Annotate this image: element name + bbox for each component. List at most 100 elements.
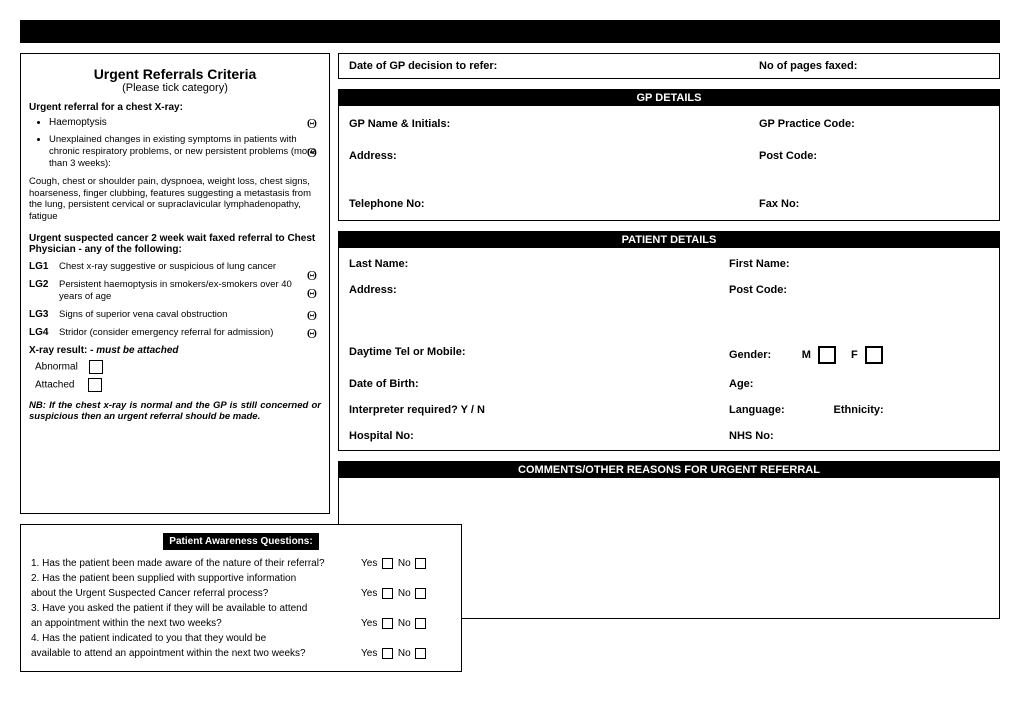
aw-question-line2: available to attend an appointment withi…	[31, 646, 361, 661]
xray-bullets: Haemoptysis Θ Unexplained changes in exi…	[29, 117, 321, 170]
bullet-unexplained: Unexplained changes in existing symptoms…	[49, 134, 321, 170]
attached-checkbox[interactable]	[88, 378, 102, 392]
gender-section: Gender: M F	[729, 346, 989, 364]
no-checkbox[interactable]	[415, 558, 426, 569]
awareness-box: Patient Awareness Questions: 1. Has the …	[20, 524, 462, 672]
patient-details-box: PATIENT DETAILS Last Name: First Name: A…	[338, 231, 1000, 451]
yes-checkbox[interactable]	[382, 648, 393, 659]
xray-heading: Urgent referral for a chest X-ray:	[29, 102, 321, 113]
aw-q4: 4. Has the patient indicated to you that…	[31, 631, 451, 661]
xray-result-section: X-ray result: - must be attached Abnorma…	[29, 345, 321, 392]
gp-row-3: Telephone No: Fax No:	[349, 192, 989, 214]
patient-address-label: Address:	[349, 284, 729, 296]
abnormal-checkbox[interactable]	[89, 360, 103, 374]
aw-q3-line2: an appointment within the next two weeks…	[31, 616, 451, 631]
gender-f-checkbox[interactable]	[865, 346, 883, 364]
yes-checkbox[interactable]	[382, 588, 393, 599]
interpreter-label: Interpreter required? Y / N	[349, 404, 729, 416]
lg-text: Signs of superior vena caval obstruction	[59, 309, 321, 321]
gender-label: Gender:	[729, 349, 771, 361]
aw-question-line1: 4. Has the patient indicated to you that…	[31, 631, 451, 646]
lang-eth: Language: Ethnicity:	[729, 404, 989, 416]
twoweek-heading: Urgent suspected cancer 2 week wait faxe…	[29, 233, 321, 255]
must-attached: must be attached	[96, 345, 178, 356]
language-label: Language:	[729, 404, 785, 416]
aw-question-line1: 3. Have you asked the patient if they wi…	[31, 601, 451, 616]
gender-m-checkbox[interactable]	[818, 346, 836, 364]
yes-label: Yes	[361, 588, 377, 599]
no-label: No	[398, 588, 411, 599]
first-name-label: First Name:	[729, 258, 989, 270]
dob-label: Date of Birth:	[349, 378, 729, 390]
no-checkbox[interactable]	[415, 588, 426, 599]
checkbox-mark[interactable]: Θ	[307, 146, 317, 162]
criteria-subtitle: (Please tick category)	[29, 82, 321, 94]
checkbox-mark[interactable]: Θ	[307, 327, 317, 343]
patient-row-name: Last Name: First Name:	[349, 258, 989, 270]
aw-q2-line2: about the Urgent Suspected Cancer referr…	[31, 586, 451, 601]
yes-checkbox[interactable]	[382, 558, 393, 569]
aw-yn: Yes No	[361, 556, 451, 571]
yes-label: Yes	[361, 618, 377, 629]
gp-postcode-label: Post Code:	[759, 150, 989, 178]
lg3-row: LG3 Signs of superior vena caval obstruc…	[29, 309, 321, 321]
aw-question-line2: about the Urgent Suspected Cancer referr…	[31, 586, 361, 601]
checkbox-mark[interactable]: Θ	[307, 287, 317, 303]
nhsno-label: NHS No:	[729, 430, 989, 442]
abnormal-row: Abnormal	[35, 360, 321, 374]
aw-yn: Yes No	[361, 646, 451, 661]
aw-question-line1: 2. Has the patient been supplied with su…	[31, 571, 451, 586]
attached-label: Attached	[35, 379, 74, 390]
gp-fax-label: Fax No:	[759, 198, 989, 210]
comments-header: COMMENTS/OTHER REASONS FOR URGENT REFERR…	[339, 462, 999, 478]
yes-label: Yes	[361, 648, 377, 659]
yes-label: Yes	[361, 558, 377, 569]
gender-f-label: F	[851, 349, 858, 361]
gp-body: GP Name & Initials: GP Practice Code: Ad…	[339, 106, 999, 220]
ethnicity-label: Ethnicity:	[834, 404, 884, 416]
patient-row-tel: Daytime Tel or Mobile: Gender: M F	[349, 346, 989, 364]
aw-q4-line2: available to attend an appointment withi…	[31, 646, 451, 661]
aw-question: 1. Has the patient been made aware of th…	[31, 556, 361, 571]
xray-result-label: X-ray result: -	[29, 345, 93, 356]
patient-row-interpreter: Interpreter required? Y / N Language: Et…	[349, 404, 989, 416]
yes-checkbox[interactable]	[382, 618, 393, 629]
gp-row-2: Address: Post Code:	[349, 144, 989, 192]
gp-name-label: GP Name & Initials:	[349, 118, 759, 130]
daytel-label: Daytime Tel or Mobile:	[349, 346, 729, 364]
no-checkbox[interactable]	[415, 648, 426, 659]
patient-row-dob: Date of Birth: Age:	[349, 378, 989, 390]
checkbox-mark[interactable]: Θ	[307, 309, 317, 325]
aw-yn: Yes No	[361, 616, 451, 631]
last-name-label: Last Name:	[349, 258, 729, 270]
gp-header: GP DETAILS	[339, 90, 999, 106]
patient-body: Last Name: First Name: Address: Post Cod…	[339, 248, 999, 450]
no-label: No	[398, 558, 411, 569]
age-label: Age:	[729, 378, 989, 390]
bullet-text: Unexplained changes in existing symptoms…	[49, 134, 316, 169]
no-checkbox[interactable]	[415, 618, 426, 629]
awareness-title: Patient Awareness Questions:	[163, 533, 318, 550]
abnormal-label: Abnormal	[35, 361, 78, 372]
lg1-row: LG1 Chest x-ray suggestive or suspicious…	[29, 261, 321, 273]
lg-text: Stridor (consider emergency referral for…	[59, 327, 321, 339]
gp-practice-label: GP Practice Code:	[759, 118, 989, 130]
aw-q2: 2. Has the patient been supplied with su…	[31, 571, 451, 601]
top-box: Date of GP decision to refer: No of page…	[338, 53, 1000, 79]
referral-form: SOUTH WEST LONDON CANCER NETWORK Suspect…	[20, 20, 1000, 672]
symptoms-para: Cough, chest or shoulder pain, dyspnoea,…	[29, 176, 321, 224]
criteria-title: Urgent Referrals Criteria	[29, 66, 321, 82]
checkbox-mark[interactable]: Θ	[307, 117, 317, 133]
patient-row-address: Address: Post Code:	[349, 284, 989, 296]
lg-text: Persistent haemoptysis in smokers/ex-smo…	[59, 279, 321, 303]
aw-q3: 3. Have you asked the patient if they wi…	[31, 601, 451, 631]
lg-code: LG2	[29, 279, 59, 303]
main-layout: Urgent Referrals Criteria (Please tick c…	[20, 53, 1000, 672]
gp-row-1: GP Name & Initials: GP Practice Code:	[349, 112, 989, 144]
aw-yn: Yes No	[361, 586, 451, 601]
pages-faxed-label: No of pages faxed:	[759, 60, 989, 72]
form-banner: SOUTH WEST LONDON CANCER NETWORK Suspect…	[20, 20, 1000, 43]
patient-header: PATIENT DETAILS	[339, 232, 999, 248]
patient-row-hosp: Hospital No: NHS No:	[349, 430, 989, 442]
attached-row: Attached	[35, 378, 321, 392]
